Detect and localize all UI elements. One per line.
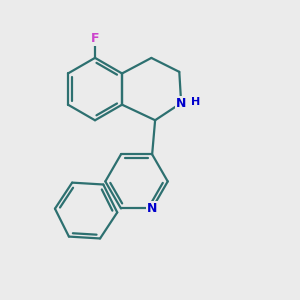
Text: H: H xyxy=(191,97,200,106)
Text: F: F xyxy=(91,32,99,45)
Text: N: N xyxy=(147,202,157,215)
Text: N: N xyxy=(176,97,186,110)
